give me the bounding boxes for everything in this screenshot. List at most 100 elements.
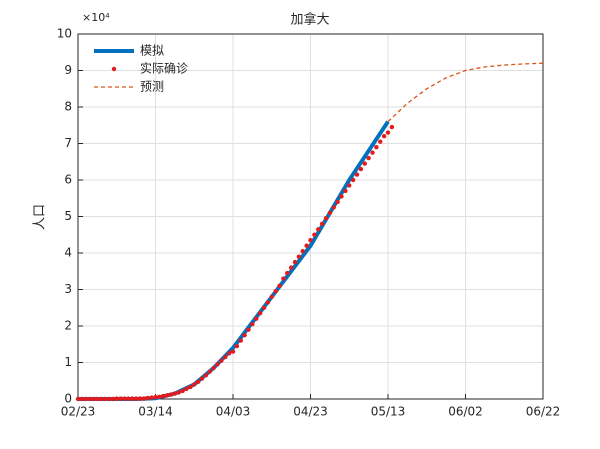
data-point: [378, 139, 383, 144]
data-point: [211, 365, 216, 371]
data-point: [339, 194, 344, 199]
y-tick-label: 1: [64, 355, 72, 369]
data-point: [354, 172, 360, 177]
x-tick-label: 05/13: [371, 405, 406, 419]
data-point: [234, 343, 240, 349]
data-point: [366, 155, 371, 161]
data-point: [281, 276, 286, 281]
data-point: [95, 396, 100, 402]
data-point: [106, 396, 112, 402]
data-point: [296, 254, 302, 259]
data-point: [168, 392, 174, 397]
data-point: [370, 150, 375, 155]
data-point: [273, 289, 278, 294]
data-point: [300, 248, 305, 254]
legend-label: 预测: [140, 80, 164, 94]
data-point: [149, 395, 154, 400]
data-point: [87, 396, 92, 402]
data-point: [285, 270, 290, 276]
data-point: [254, 316, 259, 321]
data-point: [269, 294, 274, 299]
data-point: [343, 188, 348, 194]
data-point: [164, 393, 170, 398]
y-tick-label: 8: [64, 100, 72, 114]
y-tick-label: 10: [57, 27, 72, 41]
data-point: [327, 210, 333, 216]
data-point: [118, 396, 123, 401]
data-point: [184, 386, 189, 391]
data-point: [389, 124, 395, 130]
data-point: [130, 396, 135, 401]
data-point: [176, 390, 181, 395]
data-point: [238, 338, 243, 343]
y-tick-label: 9: [64, 63, 72, 77]
data-point: [137, 396, 143, 401]
data-point: [223, 354, 228, 360]
data-point: [374, 144, 379, 150]
data-point: [199, 376, 205, 381]
x-tick-label: 04/03: [216, 405, 251, 419]
data-point: [316, 227, 321, 232]
y-tick-label: 3: [64, 282, 72, 296]
legend-marker: [111, 66, 117, 72]
data-point: [203, 373, 209, 378]
data-point: [261, 305, 267, 310]
data-point: [347, 183, 352, 188]
x-tick-label: 06/02: [448, 405, 483, 419]
data-point: [145, 395, 150, 401]
data-point: [358, 166, 364, 172]
data-point: [292, 259, 298, 265]
chart-title: 加拿大: [290, 12, 329, 28]
data-point: [172, 391, 178, 396]
data-point: [362, 161, 367, 166]
data-point: [79, 396, 85, 402]
data-point: [257, 311, 263, 316]
x-tick-label: 02/23: [61, 405, 96, 419]
data-point: [141, 396, 147, 401]
y-tick-label: 5: [64, 209, 72, 223]
x-tick-label: 03/14: [138, 405, 173, 419]
data-point: [195, 379, 201, 385]
data-point: [180, 388, 185, 394]
data-point: [246, 327, 251, 332]
data-point: [331, 205, 336, 210]
data-point: [157, 394, 162, 400]
data-point: [133, 396, 139, 401]
y-axis-label: 人口: [33, 204, 48, 230]
y-tick-label: 4: [64, 246, 72, 260]
y-tick-label: 0: [64, 392, 72, 406]
data-point: [323, 216, 329, 221]
data-point: [83, 396, 88, 402]
axes-box: [77, 33, 544, 400]
data-point: [110, 396, 116, 402]
data-point: [153, 394, 158, 400]
legend-label: 实际确诊: [140, 61, 188, 76]
data-point: [215, 362, 220, 367]
data-point: [335, 199, 340, 205]
y-tick-label: 2: [64, 319, 72, 333]
data-point: [114, 396, 119, 401]
y-tick-label: 6: [64, 173, 72, 187]
data-point: [161, 393, 166, 399]
y-scale-label: ×10⁴: [82, 11, 110, 24]
data-point: [350, 177, 356, 183]
x-tick-label: 04/23: [293, 405, 328, 419]
data-point: [242, 332, 247, 338]
y-tick-label: 7: [64, 136, 72, 150]
data-point: [75, 396, 81, 402]
legend-label: 模拟: [140, 44, 164, 58]
data-point: [277, 283, 282, 289]
data-point: [385, 130, 391, 135]
data-point: [319, 221, 325, 226]
data-point: [126, 396, 131, 401]
data-point: [312, 232, 317, 237]
data-point: [207, 369, 212, 374]
series-line: [387, 62, 544, 123]
data-point: [102, 396, 108, 402]
data-point: [122, 396, 127, 401]
data-point: [250, 321, 255, 327]
data-point: [192, 382, 197, 387]
